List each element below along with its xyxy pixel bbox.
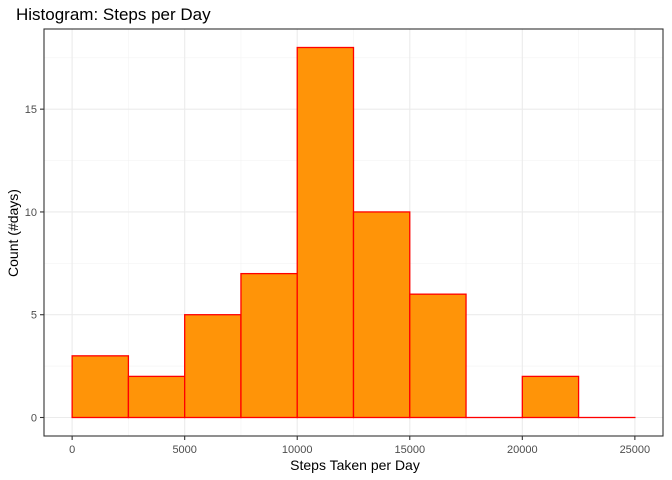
y-axis-title: Count (#days) — [5, 189, 21, 277]
histogram-bar-1 — [127, 375, 186, 419]
histogram-bar-6 — [409, 293, 467, 419]
x-tick-label: 25000 — [620, 444, 651, 456]
x-tick-label: 5000 — [172, 444, 196, 456]
x-tick-label: 15000 — [394, 444, 425, 456]
histogram-bar-0 — [71, 355, 130, 419]
y-tick-label: 0 — [31, 413, 37, 425]
histogram-bar-2 — [184, 314, 242, 419]
y-tick-label: 15 — [25, 104, 37, 116]
histogram-bars — [71, 46, 636, 419]
y-tick-label: 5 — [31, 310, 37, 322]
histogram-bar-4 — [296, 46, 355, 419]
y-tick-label: 10 — [25, 207, 37, 219]
chart-title: Histogram: Steps per Day — [16, 5, 211, 24]
x-tick-label: 20000 — [507, 444, 538, 456]
x-axis: 0 5000 10000 15000 20000 25000 — [69, 436, 650, 456]
histogram-bar-8 — [521, 375, 580, 419]
panel-border — [43, 28, 664, 437]
histogram-bar-5 — [352, 211, 411, 419]
y-axis: 0 5 10 15 — [25, 104, 44, 425]
x-axis-title: Steps Taken per Day — [290, 457, 420, 473]
histogram-bar-3 — [240, 272, 298, 419]
x-tick-label: 0 — [69, 444, 75, 456]
x-tick-label: 10000 — [282, 444, 313, 456]
